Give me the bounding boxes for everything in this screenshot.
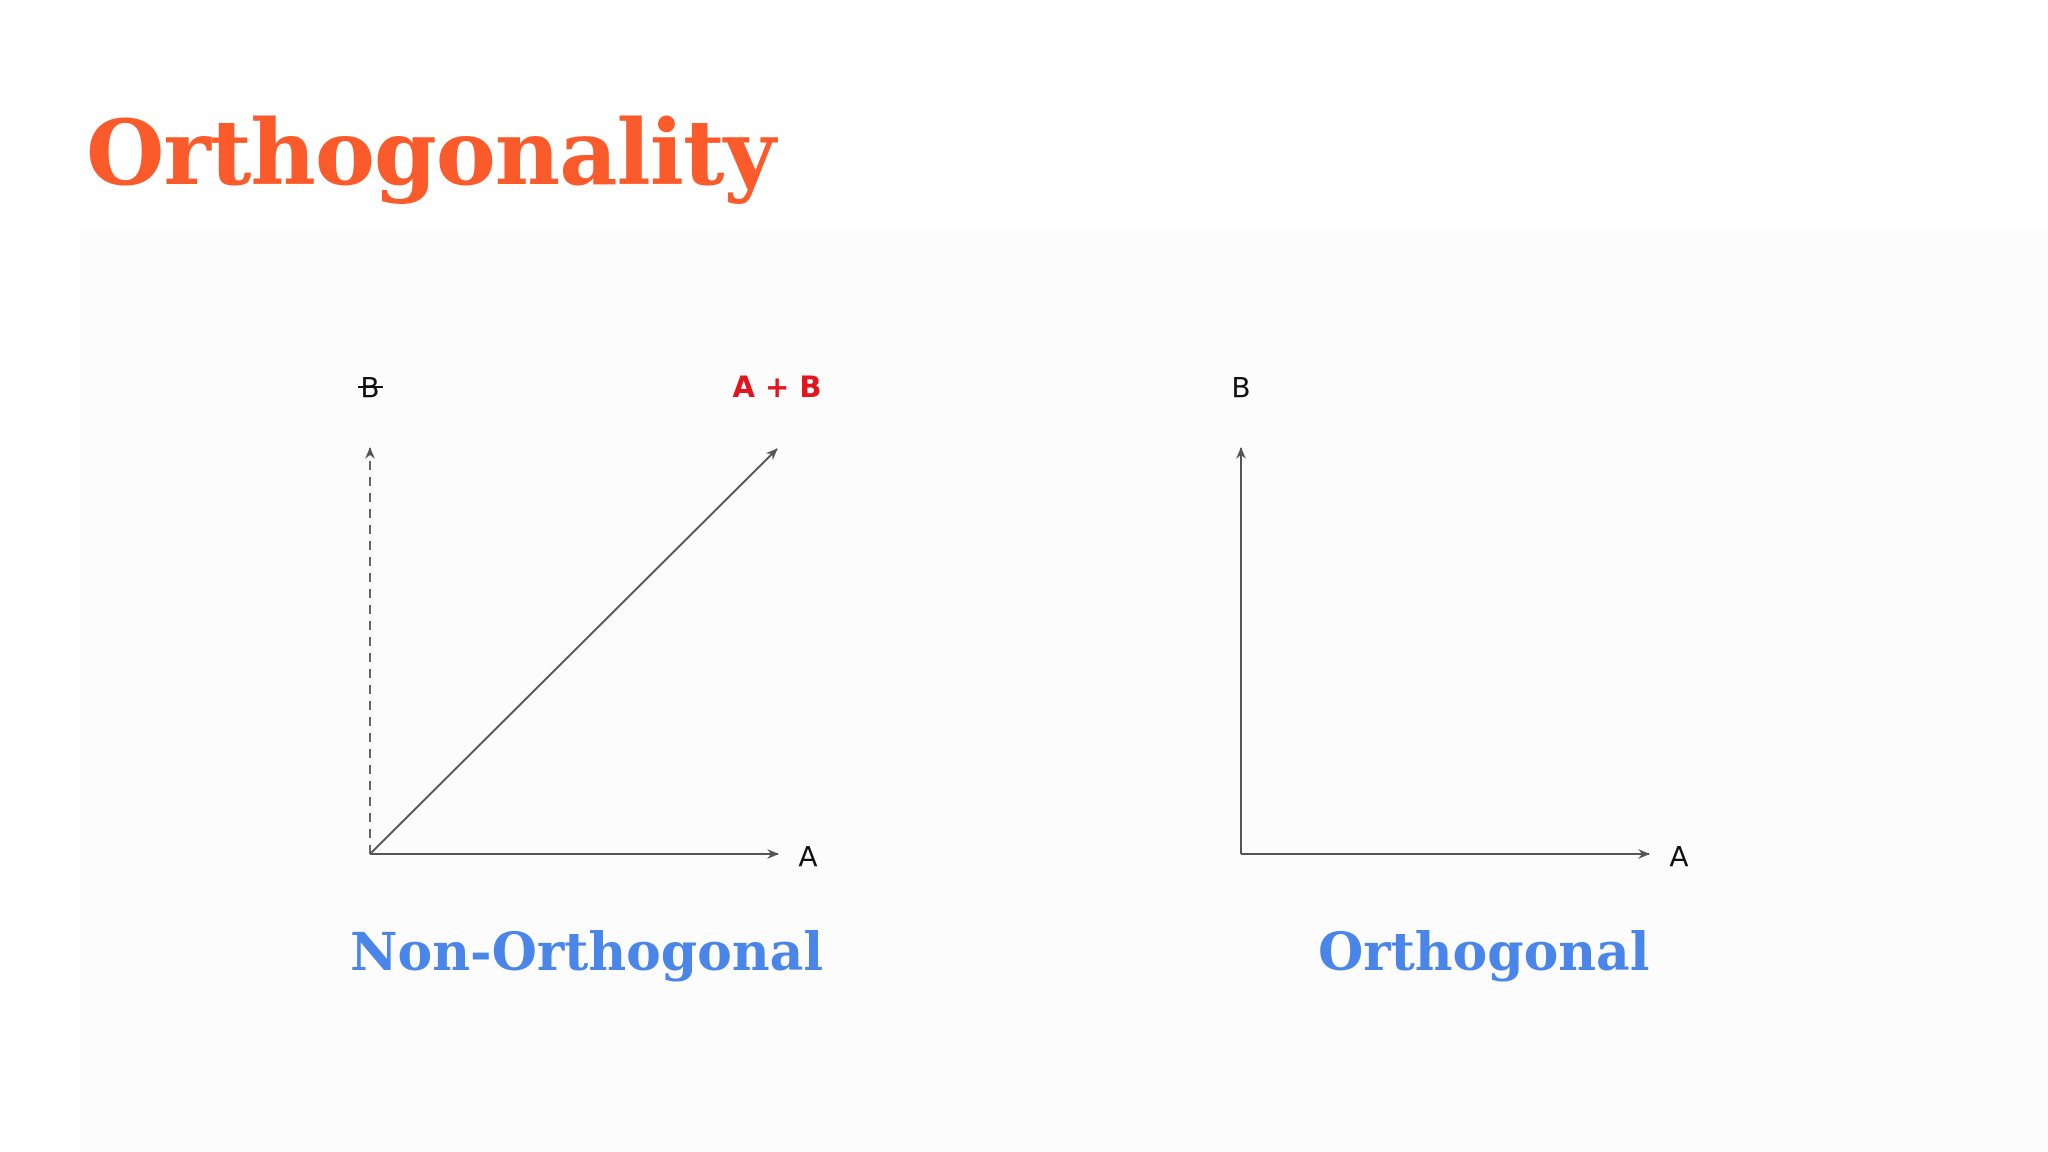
vector-a-plus-b: [369, 448, 778, 855]
label-a: A: [1669, 840, 1688, 873]
content-background: [80, 230, 2048, 1152]
non-orthogonal-diagram: B A + B A: [358, 370, 822, 873]
label-b: B: [1231, 371, 1250, 404]
label-a: A: [798, 840, 817, 873]
caption-orthogonal: Orthogonal: [1318, 922, 1650, 983]
label-a-plus-b: A + B: [732, 370, 821, 404]
caption-non-orthogonal: Non-Orthogonal: [350, 922, 824, 983]
slide-title: Orthogonality: [86, 100, 776, 206]
orthogonal-diagram: B A: [1231, 371, 1688, 873]
